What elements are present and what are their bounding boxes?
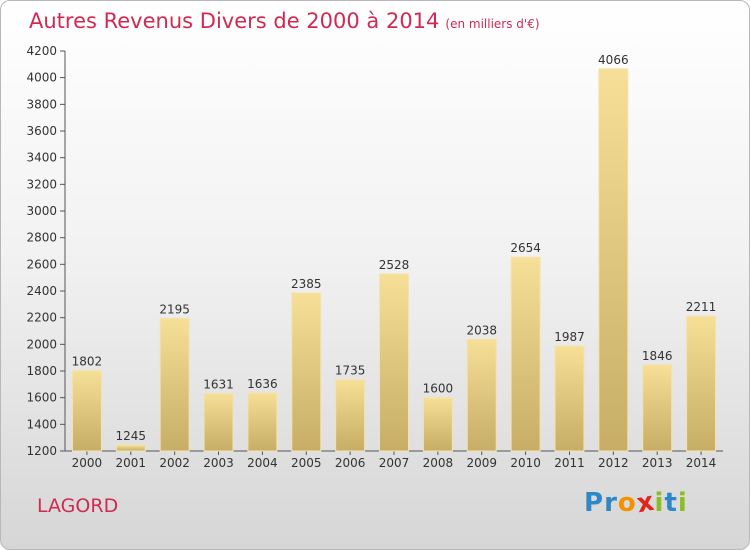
bar-2005 xyxy=(291,292,322,452)
y-tick-label: 1400 xyxy=(26,417,57,431)
y-tick-label: 2000 xyxy=(26,337,57,351)
y-tick-label: 4000 xyxy=(26,71,57,85)
x-tick-label: 2004 xyxy=(247,456,278,470)
data-label-2010: 2654 xyxy=(510,241,541,255)
bar-2002 xyxy=(159,317,190,452)
bar-2010 xyxy=(510,256,541,452)
data-label-2011: 1987 xyxy=(554,330,585,344)
bar-2007 xyxy=(379,273,409,452)
data-label-2004: 1636 xyxy=(247,377,278,391)
bar-2012 xyxy=(598,68,629,452)
data-label-2008: 1600 xyxy=(423,382,454,396)
data-label-2007: 2528 xyxy=(379,258,410,272)
logo-letter: i xyxy=(677,488,688,518)
bar-2004 xyxy=(247,392,278,452)
logo-letter: i xyxy=(654,488,665,518)
proxiti-logo: Proxiti xyxy=(584,487,688,520)
x-tick-label: 2002 xyxy=(159,456,190,470)
bar-2013 xyxy=(642,364,673,452)
bars xyxy=(71,68,717,452)
data-label-2009: 2038 xyxy=(466,323,497,337)
data-label-2013: 1846 xyxy=(642,349,673,363)
x-tick-label: 2013 xyxy=(642,456,673,470)
data-label-2005: 2385 xyxy=(291,277,322,291)
y-tick-label: 3000 xyxy=(26,204,57,218)
data-label-2001: 1245 xyxy=(116,429,147,443)
logo-letter: t xyxy=(664,488,678,518)
bar-2014 xyxy=(686,315,717,452)
y-tick-label: 1800 xyxy=(26,364,57,378)
y-tick-label: 1200 xyxy=(26,444,57,458)
data-label-2002: 2195 xyxy=(159,302,190,316)
data-labels: 1802 1245 2195 1631 1636 2385 1735 2528 1600 2038… xyxy=(72,53,717,443)
title-text: Autres Revenus Divers de 2000 à 2014 xyxy=(29,9,440,33)
logo-letter: r xyxy=(604,488,618,518)
x-tick-label: 2000 xyxy=(72,456,103,470)
data-label-2014: 2211 xyxy=(686,300,717,314)
data-label-2000: 1802 xyxy=(72,355,103,369)
data-label-2003: 1631 xyxy=(203,378,234,392)
y-tick-label: 3800 xyxy=(26,97,57,111)
bar-2003 xyxy=(203,393,234,452)
y-tick-label: 3400 xyxy=(26,151,57,165)
bar-2008 xyxy=(422,397,453,452)
bar-2001 xyxy=(115,444,146,452)
x-tick-label: 2009 xyxy=(466,456,497,470)
x-tick-label: 2010 xyxy=(510,456,541,470)
axes: 1200 1400 1600 1800 2000 2200 2400 2600 2800 3000… xyxy=(26,44,723,470)
x-tick-label: 2011 xyxy=(554,456,585,470)
y-tick-label: 4200 xyxy=(26,44,57,58)
x-tick-label: 2012 xyxy=(598,456,629,470)
x-tick-label: 2003 xyxy=(203,456,234,470)
bar-2006 xyxy=(335,379,366,452)
y-tick-label: 2400 xyxy=(26,284,57,298)
logo-letter: P xyxy=(584,488,605,518)
data-label-2012: 4066 xyxy=(598,53,629,67)
x-tick-label: 2014 xyxy=(686,456,717,470)
bar-2009 xyxy=(466,338,497,452)
x-tick-label: 2005 xyxy=(291,456,322,470)
unit-note: (en milliers d'€) xyxy=(445,17,540,31)
bar-2000 xyxy=(71,370,102,452)
y-tick-label: 2200 xyxy=(26,311,57,325)
y-tick-label: 3600 xyxy=(26,124,57,138)
data-label-2006: 1735 xyxy=(335,364,366,378)
commune-name: LAGORD xyxy=(37,495,119,517)
x-tick-label: 2007 xyxy=(379,456,410,470)
y-tick-label: 2600 xyxy=(26,257,57,271)
x-tick-label: 2006 xyxy=(335,456,366,470)
chart-title: Autres Revenus Divers de 2000 à 2014 (en … xyxy=(29,9,540,33)
y-tick-label: 3200 xyxy=(26,177,57,191)
y-tick-label: 2800 xyxy=(26,231,57,245)
logo-letter: o xyxy=(617,488,637,518)
bar-2011 xyxy=(554,345,585,452)
x-tick-label: 2001 xyxy=(116,456,147,470)
y-tick-label: 1600 xyxy=(26,391,57,405)
x-tick-label: 2008 xyxy=(423,456,454,470)
